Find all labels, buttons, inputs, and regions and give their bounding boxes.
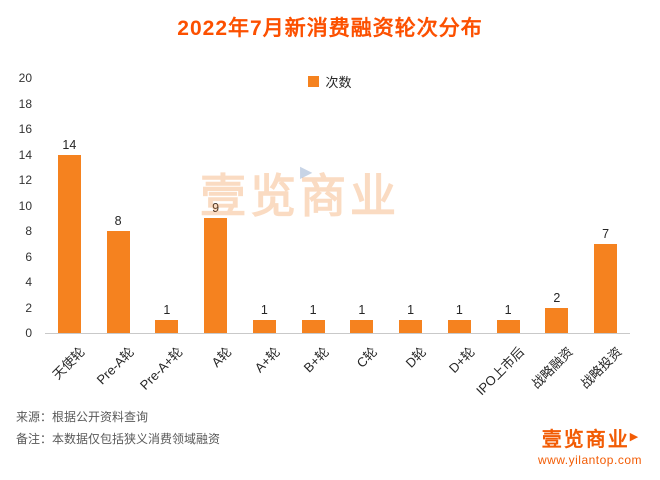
bar-value-label: 1: [309, 303, 317, 318]
bar: [350, 320, 374, 333]
source-note: 来源：根据公开资料查询: [16, 410, 149, 424]
bar-value-label: 1: [260, 303, 268, 318]
x-tick-label: B+轮: [300, 344, 332, 376]
x-tick-cell: IPO上市后: [473, 336, 527, 412]
bar-column: 7: [590, 78, 622, 333]
y-tick-label: 18: [18, 96, 32, 111]
x-tick-cell: 战略融资: [528, 336, 575, 412]
x-tick-label: 天使轮: [49, 344, 89, 383]
x-tick-label: IPO上市后: [472, 344, 527, 399]
y-tick-label: 6: [25, 249, 32, 264]
y-tick-label: 4: [25, 275, 32, 289]
bar: [399, 320, 423, 333]
legend-label: 次数: [325, 75, 352, 90]
bar-column: 1: [395, 78, 427, 333]
plot-area: 14 8 1 9 1 1 1 1 1 1 2 7: [45, 78, 630, 334]
bar-value-label: 1: [407, 303, 415, 318]
x-tick-label: 战略投资: [576, 344, 625, 392]
bar: [545, 307, 569, 333]
bar-value-label: 9: [212, 201, 220, 216]
bar: [301, 320, 325, 333]
bar-value-label: 14: [62, 137, 77, 152]
play-icon: ▶: [629, 431, 639, 443]
bar-column: 1: [492, 78, 524, 333]
bar-column: 1: [346, 78, 378, 333]
legend: 次数: [0, 72, 660, 91]
bar-value-label: 1: [455, 303, 463, 318]
bar: [496, 320, 520, 333]
x-axis: 天使轮 Pre-A轮 Pre-A+轮 A轮 A+轮 B+轮 C轮 D轮 D+轮 IPO上市后 战略融…: [45, 336, 630, 412]
y-axis: 0 2 4 6 8 10 12 14 16 18 20: [0, 71, 40, 340]
bar-column: 9: [200, 78, 232, 333]
x-tick-cell: A+轮: [248, 336, 283, 412]
bar: [106, 231, 130, 333]
x-tick-cell: C轮: [346, 336, 381, 412]
x-tick-label: Pre-A轮: [93, 344, 137, 388]
x-tick-label: D轮: [402, 344, 430, 371]
y-tick-label: 14: [18, 147, 32, 162]
chart-title: 2022年7月新消费融资轮次分布: [177, 17, 483, 40]
footer: 来源：根据公开资料查询 备注：本数据仅包括狭义消费领域融资: [16, 406, 220, 450]
x-tick-cell: Pre-A+轮: [137, 336, 186, 412]
bar-column: 1: [297, 78, 329, 333]
bar-value-label: 8: [114, 214, 122, 228]
bar-value-label: 1: [163, 303, 171, 318]
y-tick-label: 16: [18, 122, 32, 136]
y-tick-label: 0: [25, 326, 32, 340]
bar: [204, 218, 228, 333]
x-tick-cell: Pre-A轮: [94, 336, 137, 412]
bar: [252, 320, 276, 333]
y-tick-label: 20: [18, 71, 32, 85]
bar: [155, 320, 179, 333]
y-tick-label: 10: [18, 198, 32, 213]
x-tick-cell: B+轮: [297, 336, 332, 412]
y-tick-label: 2: [25, 300, 32, 315]
x-tick-label: 战略融资: [528, 344, 576, 392]
bar-value-label: 7: [602, 226, 610, 241]
bar-column: 8: [102, 78, 134, 333]
x-tick-label: A+轮: [251, 344, 284, 376]
bar: [57, 154, 81, 333]
bar-column: 1: [443, 78, 475, 333]
bar-column: 14: [53, 78, 85, 333]
x-tick-cell: D轮: [395, 336, 430, 412]
brand-url: www.yilantop.com: [537, 453, 642, 467]
bar-value-label: 2: [553, 290, 561, 305]
brand-name: 壹览商业: [541, 429, 630, 451]
x-tick-label: Pre-A+轮: [136, 344, 186, 393]
brand-logo: 壹览商业▶ www.yilantop.com: [538, 425, 642, 468]
bar-column: 2: [541, 78, 573, 333]
bar-column: 1: [151, 78, 183, 333]
x-tick-cell: 战略投资: [577, 336, 624, 412]
bar: [594, 243, 618, 333]
bar: [447, 320, 471, 333]
bar-column: 1: [248, 78, 280, 333]
x-tick-label: D+轮: [446, 344, 479, 376]
bar-value-label: 1: [358, 303, 366, 318]
legend-swatch-icon: [308, 76, 320, 87]
x-tick-label: A轮: [208, 344, 235, 371]
x-tick-cell: A轮: [200, 336, 235, 412]
remark-note: 备注：本数据仅包括狭义消费领域融资: [16, 432, 221, 446]
bar-value-label: 1: [504, 303, 512, 318]
brand-logo-text: 壹览商业▶: [538, 425, 642, 452]
y-tick-label: 12: [18, 173, 32, 187]
x-tick-cell: D+轮: [443, 336, 478, 412]
y-tick-label: 8: [25, 224, 32, 238]
x-tick-label: C轮: [354, 344, 381, 371]
x-tick-cell: 天使轮: [50, 336, 88, 412]
